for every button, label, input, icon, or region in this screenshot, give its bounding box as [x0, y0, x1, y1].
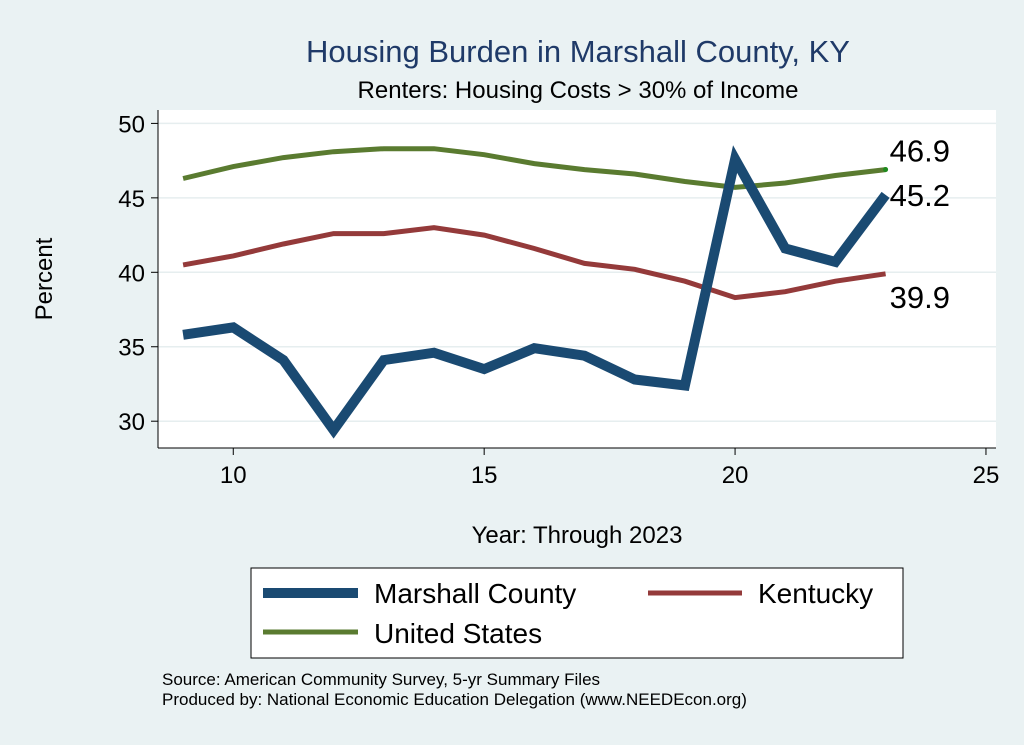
end-label-united-states: 46.9	[890, 134, 950, 169]
y-axis-label: Percent	[31, 237, 58, 320]
legend-label-marshall-county: Marshall County	[374, 578, 576, 609]
plot-area	[158, 110, 996, 448]
series-line-marshall-county	[182, 145, 890, 439]
series-line-united-states	[182, 146, 886, 190]
series-line-kentucky	[182, 225, 886, 301]
end-labels: 46.9 39.9 45.2	[883, 134, 950, 315]
y-tick-label: 35	[118, 335, 145, 362]
source-note: Source: American Community Survey, 5-yr …	[162, 670, 601, 689]
gridlines	[158, 122, 996, 422]
end-label-marshall-county: 45.2	[890, 178, 950, 213]
series-layer	[182, 145, 890, 439]
chart-title: Housing Burden in Marshall County, KY	[306, 34, 850, 69]
y-tick-label: 40	[118, 260, 145, 287]
legend-label-kentucky: Kentucky	[758, 578, 873, 609]
end-label-kentucky: 39.9	[890, 280, 950, 315]
x-axis-label: Year: Through 2023	[472, 522, 683, 549]
produced-note: Produced by: National Economic Education…	[162, 690, 747, 709]
y-tick-label: 45	[118, 186, 145, 213]
y-tick-label: 50	[118, 111, 145, 138]
x-tick-label: 25	[973, 462, 1000, 489]
chart-subtitle: Renters: Housing Costs > 30% of Income	[358, 77, 799, 104]
legend-box	[250, 567, 904, 659]
y-tick-label: 30	[118, 409, 145, 436]
legend-label-united-states: United States	[374, 618, 542, 649]
y-ticks: 30 35 40 45 50	[118, 111, 158, 436]
x-tick-label: 15	[471, 462, 498, 489]
x-ticks: 10 15 20 25	[220, 448, 999, 489]
end-point-united-states	[883, 167, 889, 173]
x-tick-label: 20	[722, 462, 749, 489]
x-tick-label: 10	[220, 462, 247, 489]
